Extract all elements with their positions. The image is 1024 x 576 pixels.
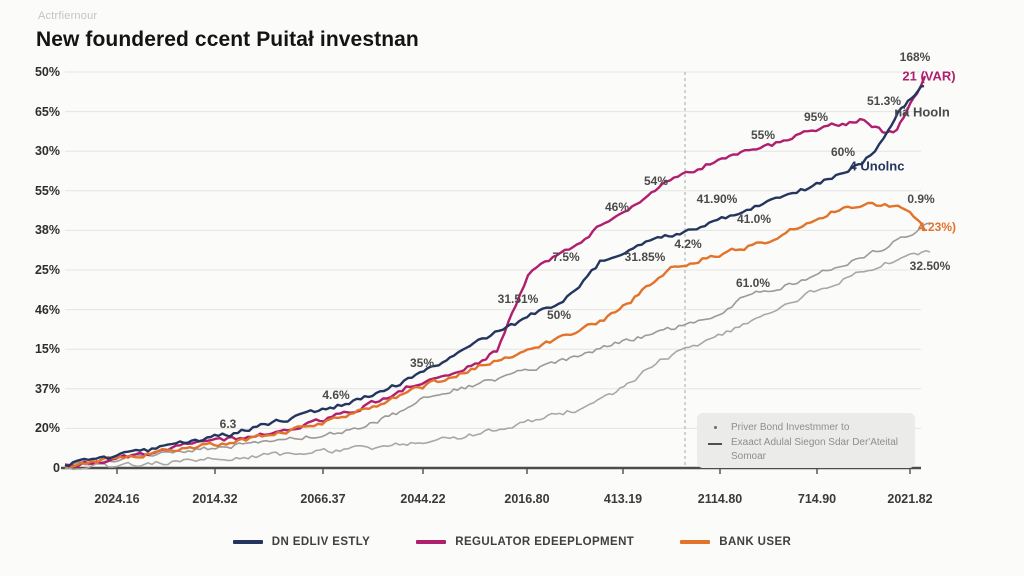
chart-data-label: 55% [750,128,776,142]
x-axis-tick: 2066.37 [300,492,346,506]
inner-legend-box: Priver Bond Investmmer to Exaact Adulal S… [697,413,915,468]
chart-subtitle: Actrfiernour [38,10,98,22]
legend-item-dn-edliv-estly[interactable]: DN EDLIV ESTLY [232,536,371,548]
legend-swatch-icon [416,540,447,544]
chart-data-label: 32.50% [909,259,951,273]
chart-title: New foundered ccent Puitał investnan [36,28,419,51]
legend-label: REGULATOR EDEEPLOPMENT [455,536,635,548]
series-line-exaact-adulal-siegon-sdar-der-ateital-somoar [64,249,931,471]
inner-legend-item: Exaact Adulal Siegon Sdar Der'Ateital So… [707,436,905,465]
line-marker-icon [707,436,723,451]
y-axis-tick: 25% [34,263,60,277]
y-axis-tick: 38% [34,223,60,238]
y-axis-tick: 55% [34,183,60,198]
chart-data-label: 61.0% [735,276,771,290]
chart-data-label: 95% [803,110,829,124]
chart-data-label: 35% [409,356,435,370]
legend-item-bank-user[interactable]: BANK USER [680,536,791,548]
legend-item-regulator-edeeplopment[interactable]: REGULATOR EDEEPLOPMENT [416,536,634,548]
chart-data-label: nä Hooln [894,104,950,120]
y-axis-tick: 20% [34,421,60,436]
chart-data-label: 41.90% [696,192,738,206]
x-axis-tick: 2016.80 [504,492,550,506]
series-line-bank-user [64,201,927,468]
x-axis-tick: 2021.82 [887,492,933,506]
series-line-regulator-edeeplopment [64,75,927,468]
y-axis-tick: 50% [34,65,60,79]
legend-swatch-icon [232,540,263,544]
x-axis-tick: 2114.80 [697,492,743,506]
legend-label: BANK USER [719,536,792,548]
chart-data-label: 168% [899,50,931,64]
chart-data-label: 60% [830,145,856,159]
chart-data-label: 6.3 [219,417,237,431]
inner-legend-label: Priver Bond Investmmer to [731,422,850,433]
chart-data-label: 21 (VAR) [902,68,956,84]
chart-legend: DN EDLIV ESTLY REGULATOR EDEEPLOPMENT BANK… [0,536,1024,548]
y-axis-tick: 0 [53,461,60,475]
y-axis-tick: 37% [34,381,60,396]
x-axis-tick: 2044.22 [400,492,446,506]
chart-data-label: 50% [546,308,572,322]
dot-marker-icon [707,421,723,436]
chart-data-label: 31.85% [624,250,666,264]
chart-data-label: 54% [643,174,669,188]
chart-data-label: 4.2% [674,237,702,251]
x-axis-tick: 413.19 [603,492,643,506]
chart-data-label: 7.5% [552,250,580,264]
series-line-dn-edliv-estly [64,84,925,468]
x-axis-tick: 714.90 [797,492,837,506]
chart-data-label: 41.0% [736,212,772,226]
y-axis-tick: 30% [34,144,60,159]
y-axis-tick: 15% [34,342,60,357]
chart-data-label: 0.9% [907,192,935,206]
y-axis-tick: 65% [34,104,60,119]
series-line-priver-bond-investmmer-to [64,222,931,469]
x-axis-tick: 2014.32 [192,492,238,506]
chart-data-label: 4.6% [322,388,350,402]
x-axis-tick: 2024.16 [94,492,140,506]
chart-data-label: 4.23%) [917,220,957,234]
inner-legend-label: Exaact Adulal Siegon Sdar Der'Ateital So… [731,436,899,463]
chart-data-label: 46% [604,200,630,214]
legend-swatch-icon [680,540,711,544]
y-axis-tick: 46% [34,302,60,317]
legend-label: DN EDLIV ESTLY [271,536,371,548]
chart-data-label: 4 Unolnc [849,158,905,174]
chart-data-label: 31.51% [497,292,539,306]
chart-data-label: 51.3% [866,94,902,108]
inner-legend-item: Priver Bond Investmmer to [707,421,905,436]
